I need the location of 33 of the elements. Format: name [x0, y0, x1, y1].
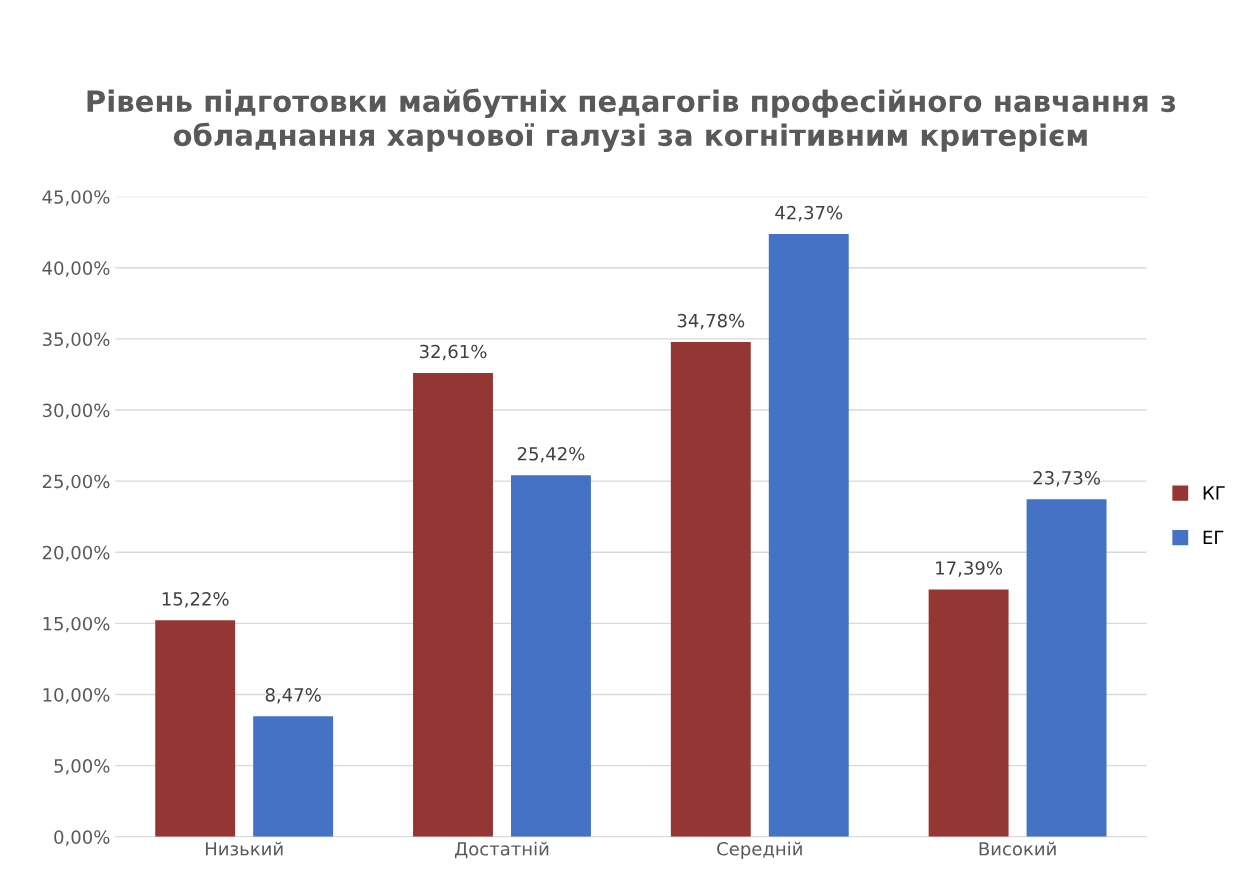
bar [155, 620, 236, 837]
legend-label: ЕГ [1203, 530, 1224, 544]
bar [253, 716, 334, 837]
y-tick-label: 40,00% [42, 261, 110, 277]
y-tick-label: 25,00% [42, 474, 110, 491]
y-tick-label: 10,00% [43, 688, 110, 704]
x-tick-label: Середній [717, 841, 802, 860]
y-tick-label: 35,00% [42, 332, 110, 348]
legend-label: КГ [1203, 486, 1225, 500]
y-tick-label: 0,00% [54, 830, 110, 846]
x-tick-label: Високий [979, 841, 1056, 856]
y-tick-label: 5,00% [54, 759, 110, 775]
data-label: 8,47% [265, 688, 321, 704]
x-tick-label: Низький [205, 841, 283, 856]
chart-title: Рівень підготовки майбутніх педагогів професійного навчання з обладнання харчової галузі за когнітивним критерієм [87, 88, 1176, 153]
y-tick-label: 20,00% [42, 545, 110, 562]
bar [413, 372, 493, 837]
y-tick-label: 30,00% [42, 403, 110, 420]
data-label: 25,42% [517, 446, 585, 463]
y-tick-label: 45,00% [42, 190, 110, 206]
data-label: 15,22% [162, 592, 229, 608]
x-tick-label: Достатній [455, 841, 549, 859]
data-label: 32,61% [419, 344, 487, 361]
bar [768, 234, 849, 837]
data-label: 23,73% [1033, 470, 1100, 487]
data-label: 34,78% [677, 313, 745, 330]
data-label: 42,37% [775, 205, 843, 222]
bar [928, 589, 1009, 837]
bar [1026, 499, 1107, 837]
y-tick-label: 15,00% [43, 616, 110, 633]
bar [670, 342, 751, 837]
bar [511, 475, 591, 837]
data-label: 17,39% [936, 561, 1003, 577]
